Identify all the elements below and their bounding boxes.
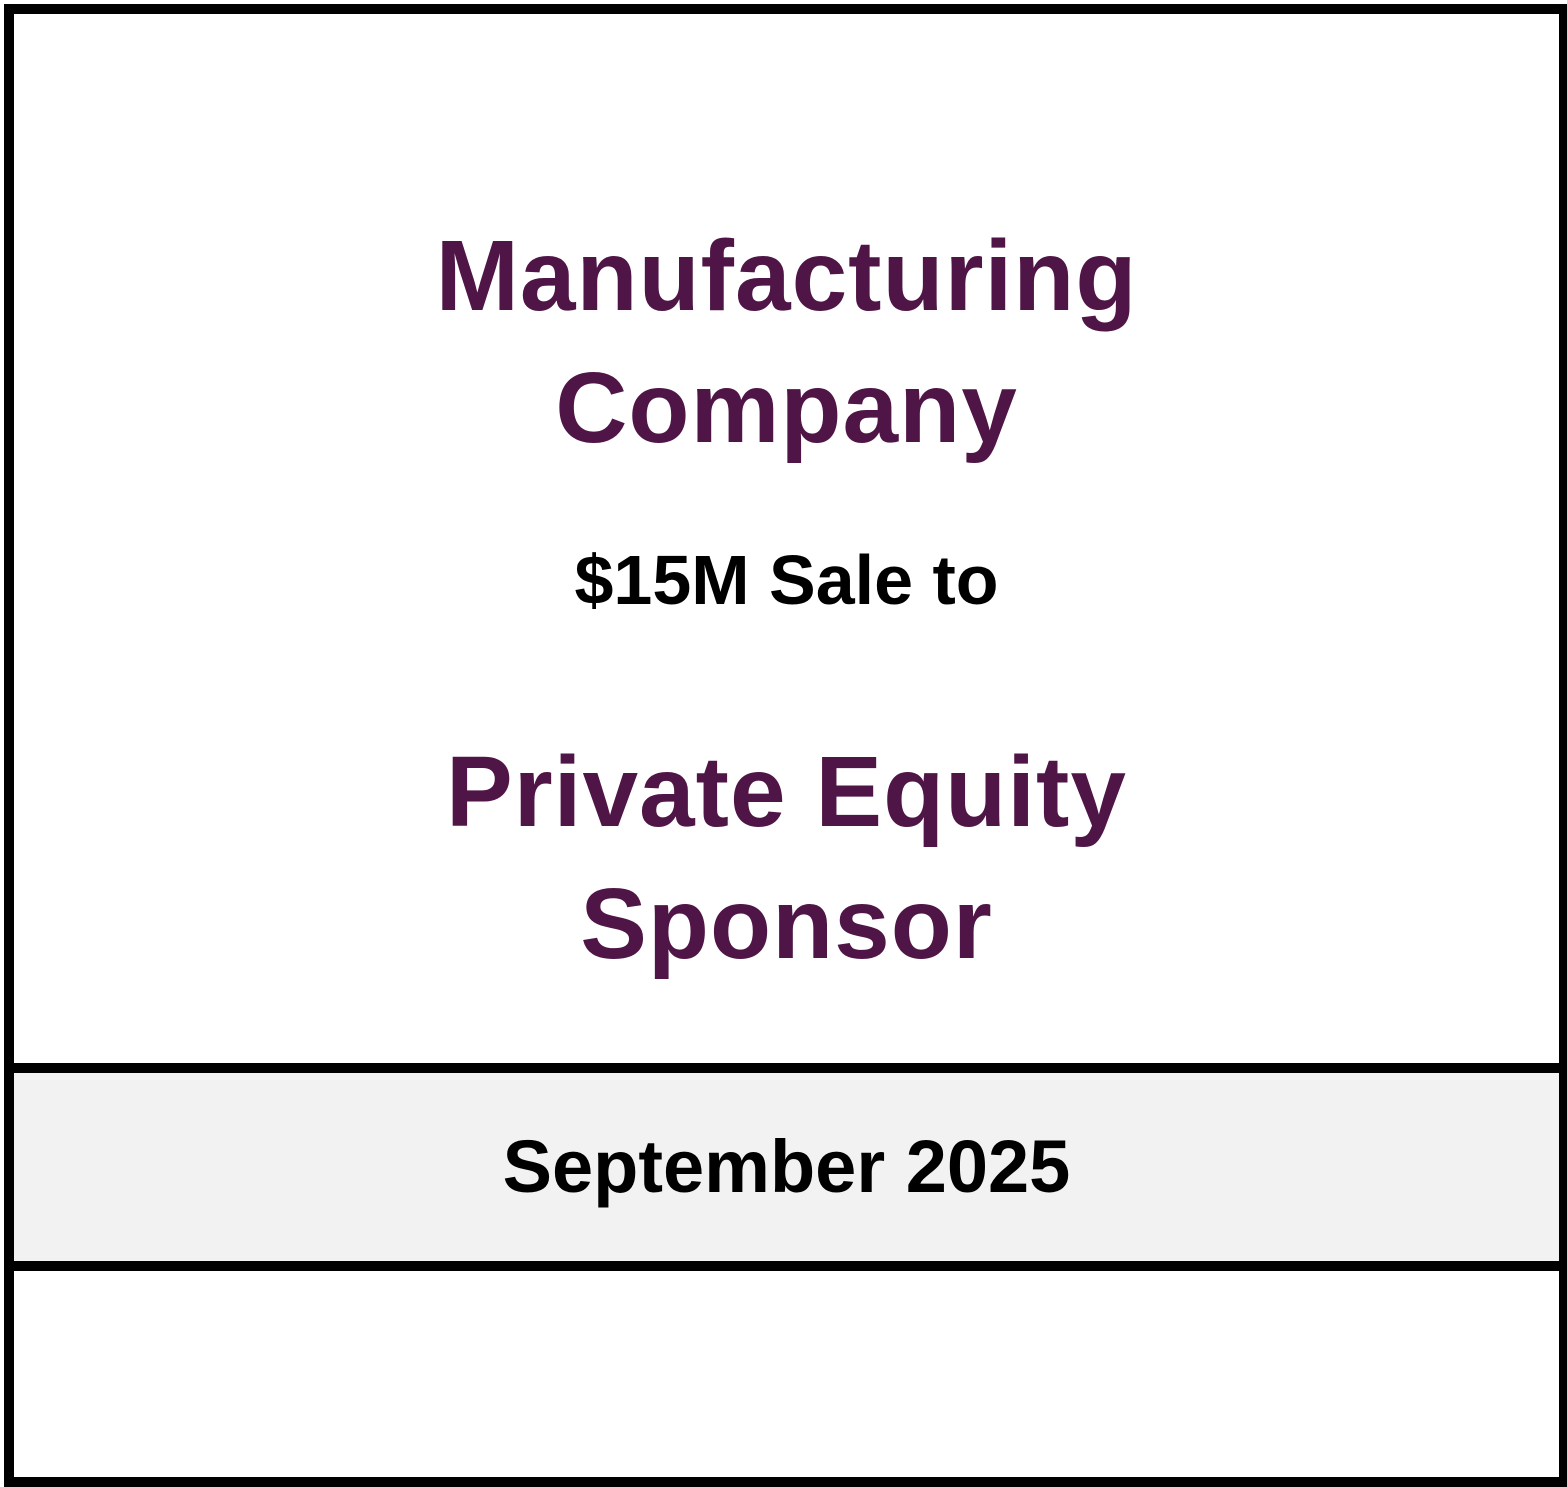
transaction-date: September 2025 (502, 1125, 1071, 1208)
deal-tombstone-card: Manufacturing Company $15M Sale to Priva… (4, 4, 1567, 1487)
divider-bottom (14, 1261, 1559, 1271)
logo-area-empty (14, 1271, 1559, 1477)
buyer-name: Private Equity Sponsor (14, 726, 1559, 990)
date-band: September 2025 (14, 1073, 1559, 1261)
buyer-name-line-1: Private Equity (446, 736, 1127, 848)
deal-summary-panel: Manufacturing Company $15M Sale to Priva… (14, 14, 1559, 1063)
company-name-line-1: Manufacturing (435, 220, 1138, 332)
divider-top (14, 1063, 1559, 1073)
deal-description: $15M Sale to (574, 541, 999, 619)
company-name: Manufacturing Company (14, 210, 1559, 474)
company-name-line-2: Company (555, 352, 1018, 464)
buyer-name-line-2: Sponsor (580, 868, 993, 980)
